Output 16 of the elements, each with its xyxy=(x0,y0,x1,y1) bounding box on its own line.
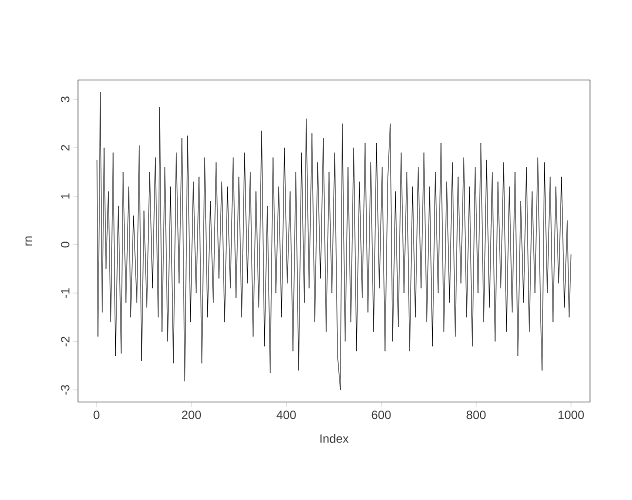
line-series xyxy=(96,92,572,390)
y-axis-title: rn xyxy=(25,236,32,246)
x-tick-label: 600 xyxy=(372,410,391,420)
x-tick-label: 200 xyxy=(182,410,201,420)
y-tick-label: 3 xyxy=(60,96,70,102)
y-tick-label: -3 xyxy=(60,385,70,395)
y-tick-label: 0 xyxy=(60,242,70,248)
y-tick-label: -1 xyxy=(61,288,70,298)
y-tick-label: 2 xyxy=(61,145,70,151)
x-tick-label: 1000 xyxy=(558,410,584,420)
x-tick-label: 0 xyxy=(94,410,100,420)
x-axis-title: Index xyxy=(320,434,349,443)
x-tick-label: 400 xyxy=(276,410,296,420)
x-tick-label: 800 xyxy=(466,410,486,420)
y-tick-label: -2 xyxy=(61,336,70,346)
y-tick-label: 1 xyxy=(61,193,70,199)
